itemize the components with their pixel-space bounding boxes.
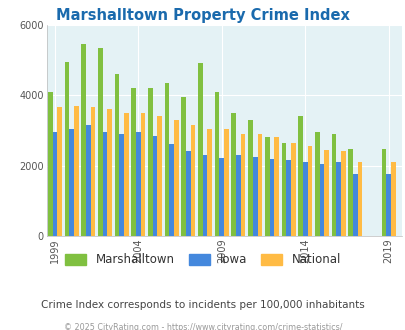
Bar — [297, 116, 302, 236]
Bar — [224, 129, 228, 236]
Bar — [53, 132, 57, 236]
Bar — [340, 151, 345, 236]
Bar — [357, 162, 361, 236]
Bar — [331, 134, 335, 236]
Bar — [307, 146, 311, 236]
Bar — [169, 145, 174, 236]
Bar — [252, 157, 257, 236]
Bar — [231, 113, 236, 236]
Text: © 2025 CityRating.com - https://www.cityrating.com/crime-statistics/: © 2025 CityRating.com - https://www.city… — [64, 323, 341, 330]
Bar — [236, 155, 240, 236]
Bar — [90, 108, 95, 236]
Bar — [190, 125, 195, 236]
Bar — [214, 92, 219, 236]
Bar — [324, 150, 328, 236]
Bar — [164, 83, 169, 236]
Bar — [185, 151, 190, 236]
Bar — [347, 148, 352, 236]
Bar — [390, 162, 394, 236]
Text: Marshalltown Property Crime Index: Marshalltown Property Crime Index — [56, 8, 349, 23]
Bar — [119, 134, 124, 236]
Bar — [69, 129, 74, 236]
Bar — [202, 155, 207, 236]
Text: Crime Index corresponds to incidents per 100,000 inhabitants: Crime Index corresponds to incidents per… — [41, 300, 364, 310]
Bar — [74, 106, 79, 236]
Bar — [157, 116, 162, 236]
Bar — [102, 132, 107, 236]
Bar — [86, 125, 90, 236]
Bar — [198, 63, 202, 236]
Bar — [314, 132, 319, 236]
Bar — [273, 137, 278, 236]
Bar — [98, 48, 102, 236]
Bar — [136, 132, 141, 236]
Bar — [257, 134, 262, 236]
Bar — [219, 158, 224, 236]
Bar — [381, 148, 385, 236]
Bar — [269, 158, 273, 236]
Bar — [240, 134, 245, 236]
Legend: Marshalltown, Iowa, National: Marshalltown, Iowa, National — [65, 253, 340, 266]
Bar — [181, 97, 185, 236]
Bar — [385, 174, 390, 236]
Bar — [148, 88, 152, 236]
Bar — [335, 162, 340, 236]
Bar — [207, 129, 212, 236]
Bar — [319, 164, 324, 236]
Bar — [281, 143, 286, 236]
Bar — [264, 137, 269, 236]
Bar — [107, 109, 112, 236]
Bar — [152, 136, 157, 236]
Bar — [131, 88, 136, 236]
Bar — [302, 162, 307, 236]
Bar — [141, 113, 145, 236]
Bar — [290, 143, 295, 236]
Bar — [174, 120, 178, 236]
Bar — [48, 92, 53, 236]
Bar — [115, 74, 119, 236]
Bar — [247, 120, 252, 236]
Bar — [64, 62, 69, 236]
Bar — [57, 108, 62, 236]
Bar — [352, 174, 357, 236]
Bar — [81, 44, 86, 236]
Bar — [124, 113, 128, 236]
Bar — [286, 160, 290, 236]
